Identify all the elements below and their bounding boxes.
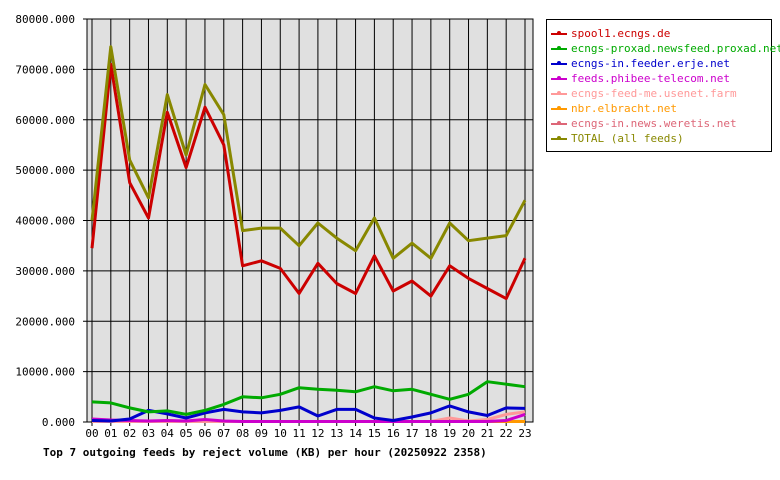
x-tick-label: 16	[387, 427, 400, 440]
legend-item: ecngs-feed-me.usenet.farm	[551, 86, 737, 101]
data-lines	[90, 45, 527, 423]
y-tick-label: 50000.000	[15, 164, 75, 177]
legend-swatch-icon	[551, 26, 567, 41]
series-line	[91, 404, 526, 423]
x-tick-label: 23	[518, 427, 531, 440]
y-tick-label: 70000.000	[15, 63, 75, 76]
x-tick-label: 17	[405, 427, 418, 440]
x-tick-label: 10	[274, 427, 287, 440]
x-tick-label: 05	[180, 427, 193, 440]
y-tick-label: 40000.000	[15, 215, 75, 228]
x-tick-label: 20	[462, 427, 475, 440]
y-tick-label: 20000.000	[15, 315, 75, 328]
legend-swatch-icon	[551, 101, 567, 116]
series-line	[91, 412, 526, 423]
x-tick-label: 19	[443, 427, 456, 440]
series-line	[90, 45, 527, 260]
y-axis-ticks: 0.000 10000.000 20000.000 30000.000 40000.00…	[15, 13, 87, 429]
x-tick-label: 18	[424, 427, 437, 440]
x-tick-label: 22	[500, 427, 513, 440]
x-axis-ticks: 00 01 02 03 04 05 06 07 08 09 10 11 12 13 14 15 16 17 18 19…	[85, 422, 532, 440]
legend-item: ecngs-proxad.newsfeed.proxad.net	[551, 41, 780, 56]
legend-swatch-icon	[551, 86, 567, 101]
y-tick-label: 60000.000	[15, 114, 75, 127]
legend-swatch-icon	[551, 71, 567, 86]
y-tick-label: 80000.000	[15, 13, 75, 26]
x-tick-label: 06	[198, 427, 211, 440]
legend-label: ecngs-proxad.newsfeed.proxad.net	[571, 42, 780, 55]
y-tick-label: 0.000	[42, 416, 75, 429]
legend-swatch-icon	[551, 131, 567, 146]
x-tick-label: 13	[330, 427, 343, 440]
y-tick-label: 10000.000	[15, 366, 75, 379]
legend-item: ecngs-in.news.weretis.net	[551, 116, 737, 131]
series-line	[90, 62, 527, 301]
legend-swatch-icon	[551, 56, 567, 71]
legend-label: feeds.phibee-telecom.net	[571, 72, 730, 85]
x-tick-label: 00	[85, 427, 98, 440]
x-tick-label: 08	[236, 427, 249, 440]
x-tick-label: 01	[104, 427, 117, 440]
legend-label: spool1.ecngs.de	[571, 27, 671, 40]
series-line	[91, 380, 526, 416]
chart-legend: spool1.ecngs.de ecngs-proxad.newsfeed.pro…	[546, 19, 780, 152]
x-tick-label: 11	[292, 427, 305, 440]
x-tick-label: 21	[481, 427, 494, 440]
x-tick-label: 04	[161, 427, 175, 440]
legend-label: ecngs-feed-me.usenet.farm	[571, 87, 737, 100]
legend-label: ecngs-in.news.weretis.net	[571, 117, 737, 130]
x-tick-label: 15	[368, 427, 381, 440]
y-tick-label: 30000.000	[15, 265, 75, 278]
legend-label: nbr.elbracht.net	[571, 102, 677, 115]
x-tick-label: 03	[142, 427, 155, 440]
x-tick-label: 07	[217, 427, 230, 440]
legend-item: ecngs-in.feeder.erje.net	[551, 56, 730, 71]
legend-item: feeds.phibee-telecom.net	[551, 71, 730, 86]
x-tick-label: 14	[349, 427, 363, 440]
legend-item: nbr.elbracht.net	[551, 101, 677, 116]
x-tick-label: 02	[123, 427, 136, 440]
x-tick-label: 09	[255, 427, 268, 440]
legend-item: spool1.ecngs.de	[551, 26, 670, 41]
legend-label: ecngs-in.feeder.erje.net	[571, 57, 730, 70]
legend-swatch-icon	[551, 41, 567, 56]
chart-title: Top 7 outgoing feeds by reject volume (K…	[43, 446, 487, 459]
x-tick-label: 12	[311, 427, 324, 440]
legend-swatch-icon	[551, 116, 567, 131]
legend-label: TOTAL (all feeds)	[571, 132, 684, 145]
legend-item: TOTAL (all feeds)	[551, 131, 684, 146]
